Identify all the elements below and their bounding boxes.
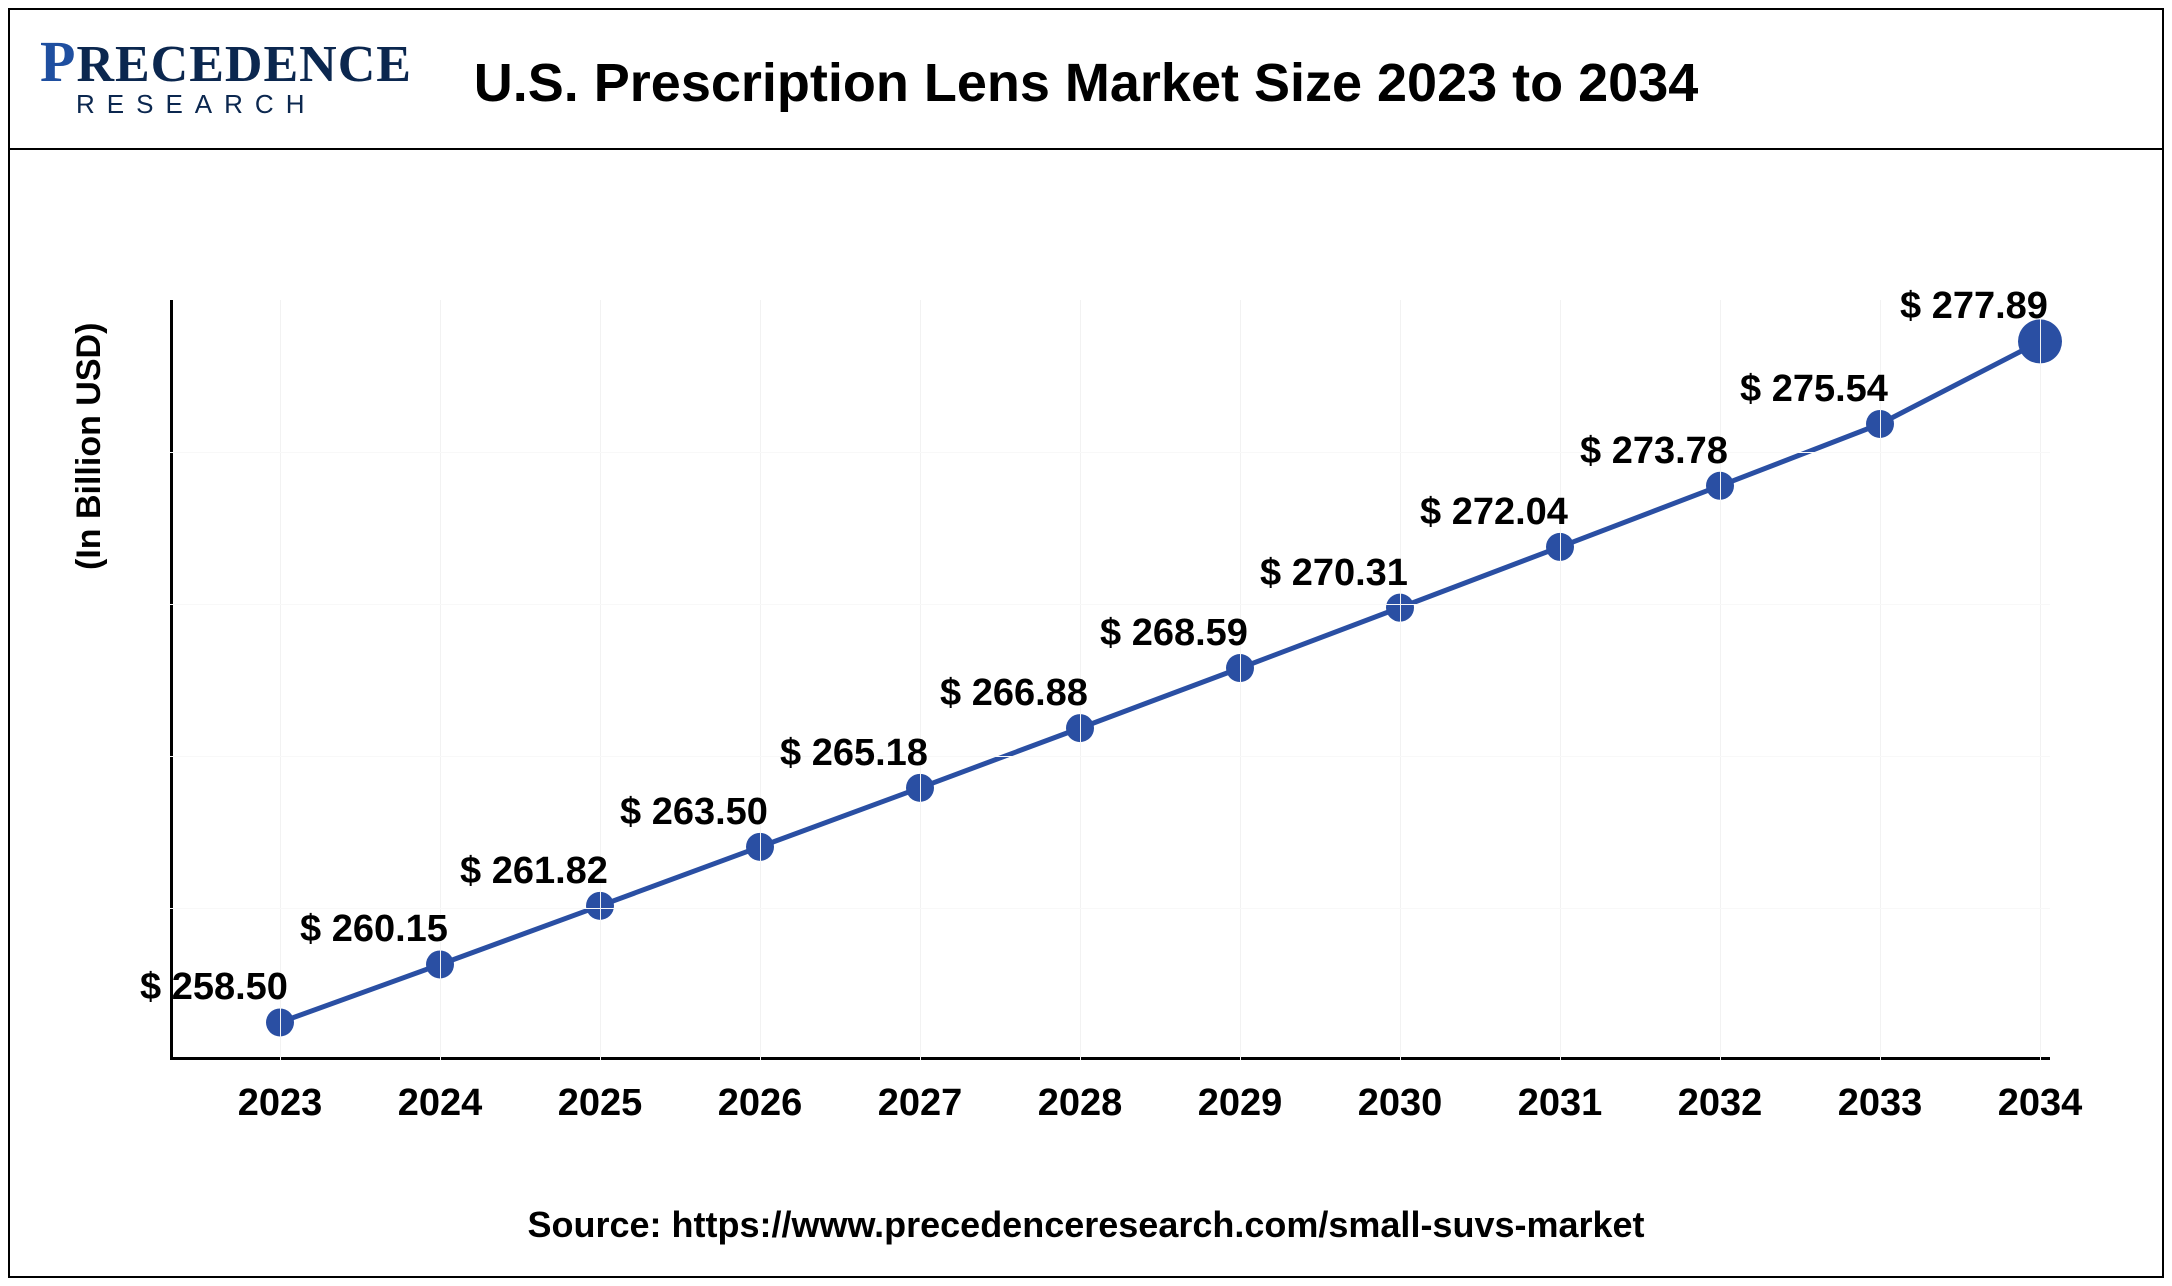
gridline-vertical bbox=[1240, 300, 1241, 1060]
x-tick-label: 2029 bbox=[1180, 1082, 1300, 1125]
x-tick-label: 2028 bbox=[1020, 1082, 1140, 1125]
x-tick-label: 2032 bbox=[1660, 1082, 1780, 1125]
gridline-vertical bbox=[280, 300, 281, 1060]
data-label: $ 275.54 bbox=[1740, 368, 1888, 411]
data-label: $ 263.50 bbox=[620, 791, 768, 834]
x-tick-label: 2024 bbox=[380, 1082, 500, 1125]
y-axis-label: (In Billion USD) bbox=[70, 323, 109, 570]
header-band: PRECEDENCE RESEARCH U.S. Prescription Le… bbox=[10, 10, 2162, 150]
x-tick-label: 2034 bbox=[1980, 1082, 2100, 1125]
data-label: $ 265.18 bbox=[780, 732, 928, 775]
data-label: $ 260.15 bbox=[300, 908, 448, 951]
chart-frame: PRECEDENCE RESEARCH U.S. Prescription Le… bbox=[8, 8, 2164, 1278]
data-label: $ 272.04 bbox=[1420, 491, 1568, 534]
x-tick-label: 2033 bbox=[1820, 1082, 1940, 1125]
gridline-vertical bbox=[920, 300, 921, 1060]
gridline-vertical bbox=[1560, 300, 1561, 1060]
x-tick-label: 2030 bbox=[1340, 1082, 1460, 1125]
gridline-vertical bbox=[1400, 300, 1401, 1060]
plot-area bbox=[170, 300, 2050, 1060]
data-label: $ 258.50 bbox=[140, 966, 288, 1009]
data-label: $ 266.88 bbox=[940, 672, 1088, 715]
gridline-vertical bbox=[2040, 300, 2041, 1060]
data-label: $ 261.82 bbox=[460, 850, 608, 893]
data-label: $ 273.78 bbox=[1580, 430, 1728, 473]
gridline-horizontal bbox=[170, 452, 2050, 453]
gridline-vertical bbox=[600, 300, 601, 1060]
gridline-horizontal bbox=[170, 604, 2050, 605]
line-chart-svg bbox=[170, 300, 2050, 1060]
gridline-vertical bbox=[1720, 300, 1721, 1060]
chart-title: U.S. Prescription Lens Market Size 2023 … bbox=[10, 52, 2162, 114]
source-caption: Source: https://www.precedenceresearch.c… bbox=[10, 1204, 2162, 1246]
gridline-vertical bbox=[1880, 300, 1881, 1060]
gridline-vertical bbox=[760, 300, 761, 1060]
data-label: $ 268.59 bbox=[1100, 612, 1248, 655]
gridline-horizontal bbox=[170, 908, 2050, 909]
x-tick-label: 2025 bbox=[540, 1082, 660, 1125]
data-label: $ 277.89 bbox=[1900, 285, 2048, 328]
data-label: $ 270.31 bbox=[1260, 552, 1408, 595]
gridline-horizontal bbox=[170, 756, 2050, 757]
x-tick-label: 2023 bbox=[220, 1082, 340, 1125]
x-tick-label: 2026 bbox=[700, 1082, 820, 1125]
x-tick-label: 2031 bbox=[1500, 1082, 1620, 1125]
data-line bbox=[280, 341, 2040, 1022]
x-tick-label: 2027 bbox=[860, 1082, 980, 1125]
